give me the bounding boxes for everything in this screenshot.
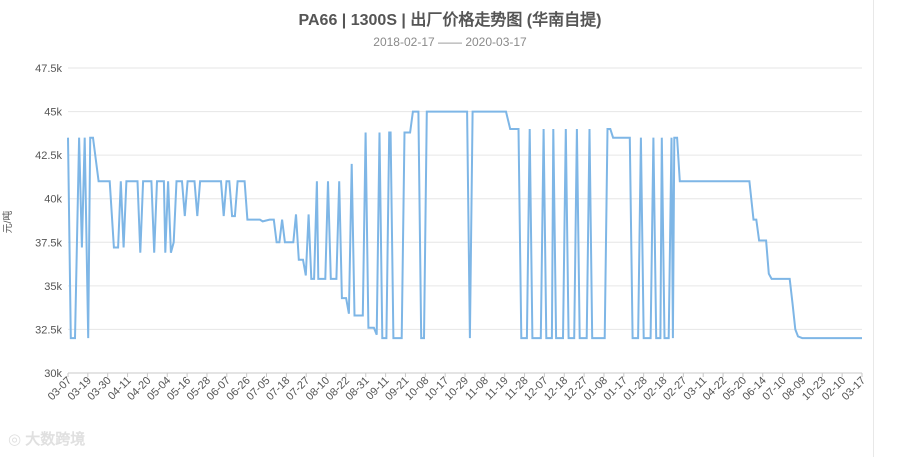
y-tick-label: 32.5k (35, 324, 62, 336)
watermark-logo: ◎ 大数跨境 (8, 428, 85, 449)
watermark-icon: ◎ (8, 431, 26, 448)
y-axis-ticks: 30k 32.5k 35k 37.5k 40k 42.5k 45k 47.5k (35, 63, 62, 380)
grid-lines (68, 67, 862, 374)
watermark-text: 大数跨境 (25, 431, 86, 448)
y-axis-label: 元/吨 (1, 211, 14, 234)
y-tick-label: 37.5k (35, 237, 62, 249)
chart-title: PA66 | 1300S | 出厂价格走势图 (华南自提) (298, 12, 602, 29)
y-tick-label: 45k (44, 107, 62, 119)
y-tick-label: 35k (44, 281, 62, 293)
panel-divider (873, 0, 874, 457)
y-tick-label: 47.5k (35, 63, 62, 75)
y-tick-label: 30k (44, 368, 62, 380)
chart-subtitle: 2018-02-17 —— 2020-03-17 (373, 35, 527, 49)
price-series-line (67, 110, 862, 340)
y-tick-label: 40k (44, 194, 62, 206)
y-tick-label: 42.5k (35, 150, 62, 162)
x-axis-ticks: 03-0703-1903-3004-1104-2005-0405-1605-28… (46, 373, 868, 403)
